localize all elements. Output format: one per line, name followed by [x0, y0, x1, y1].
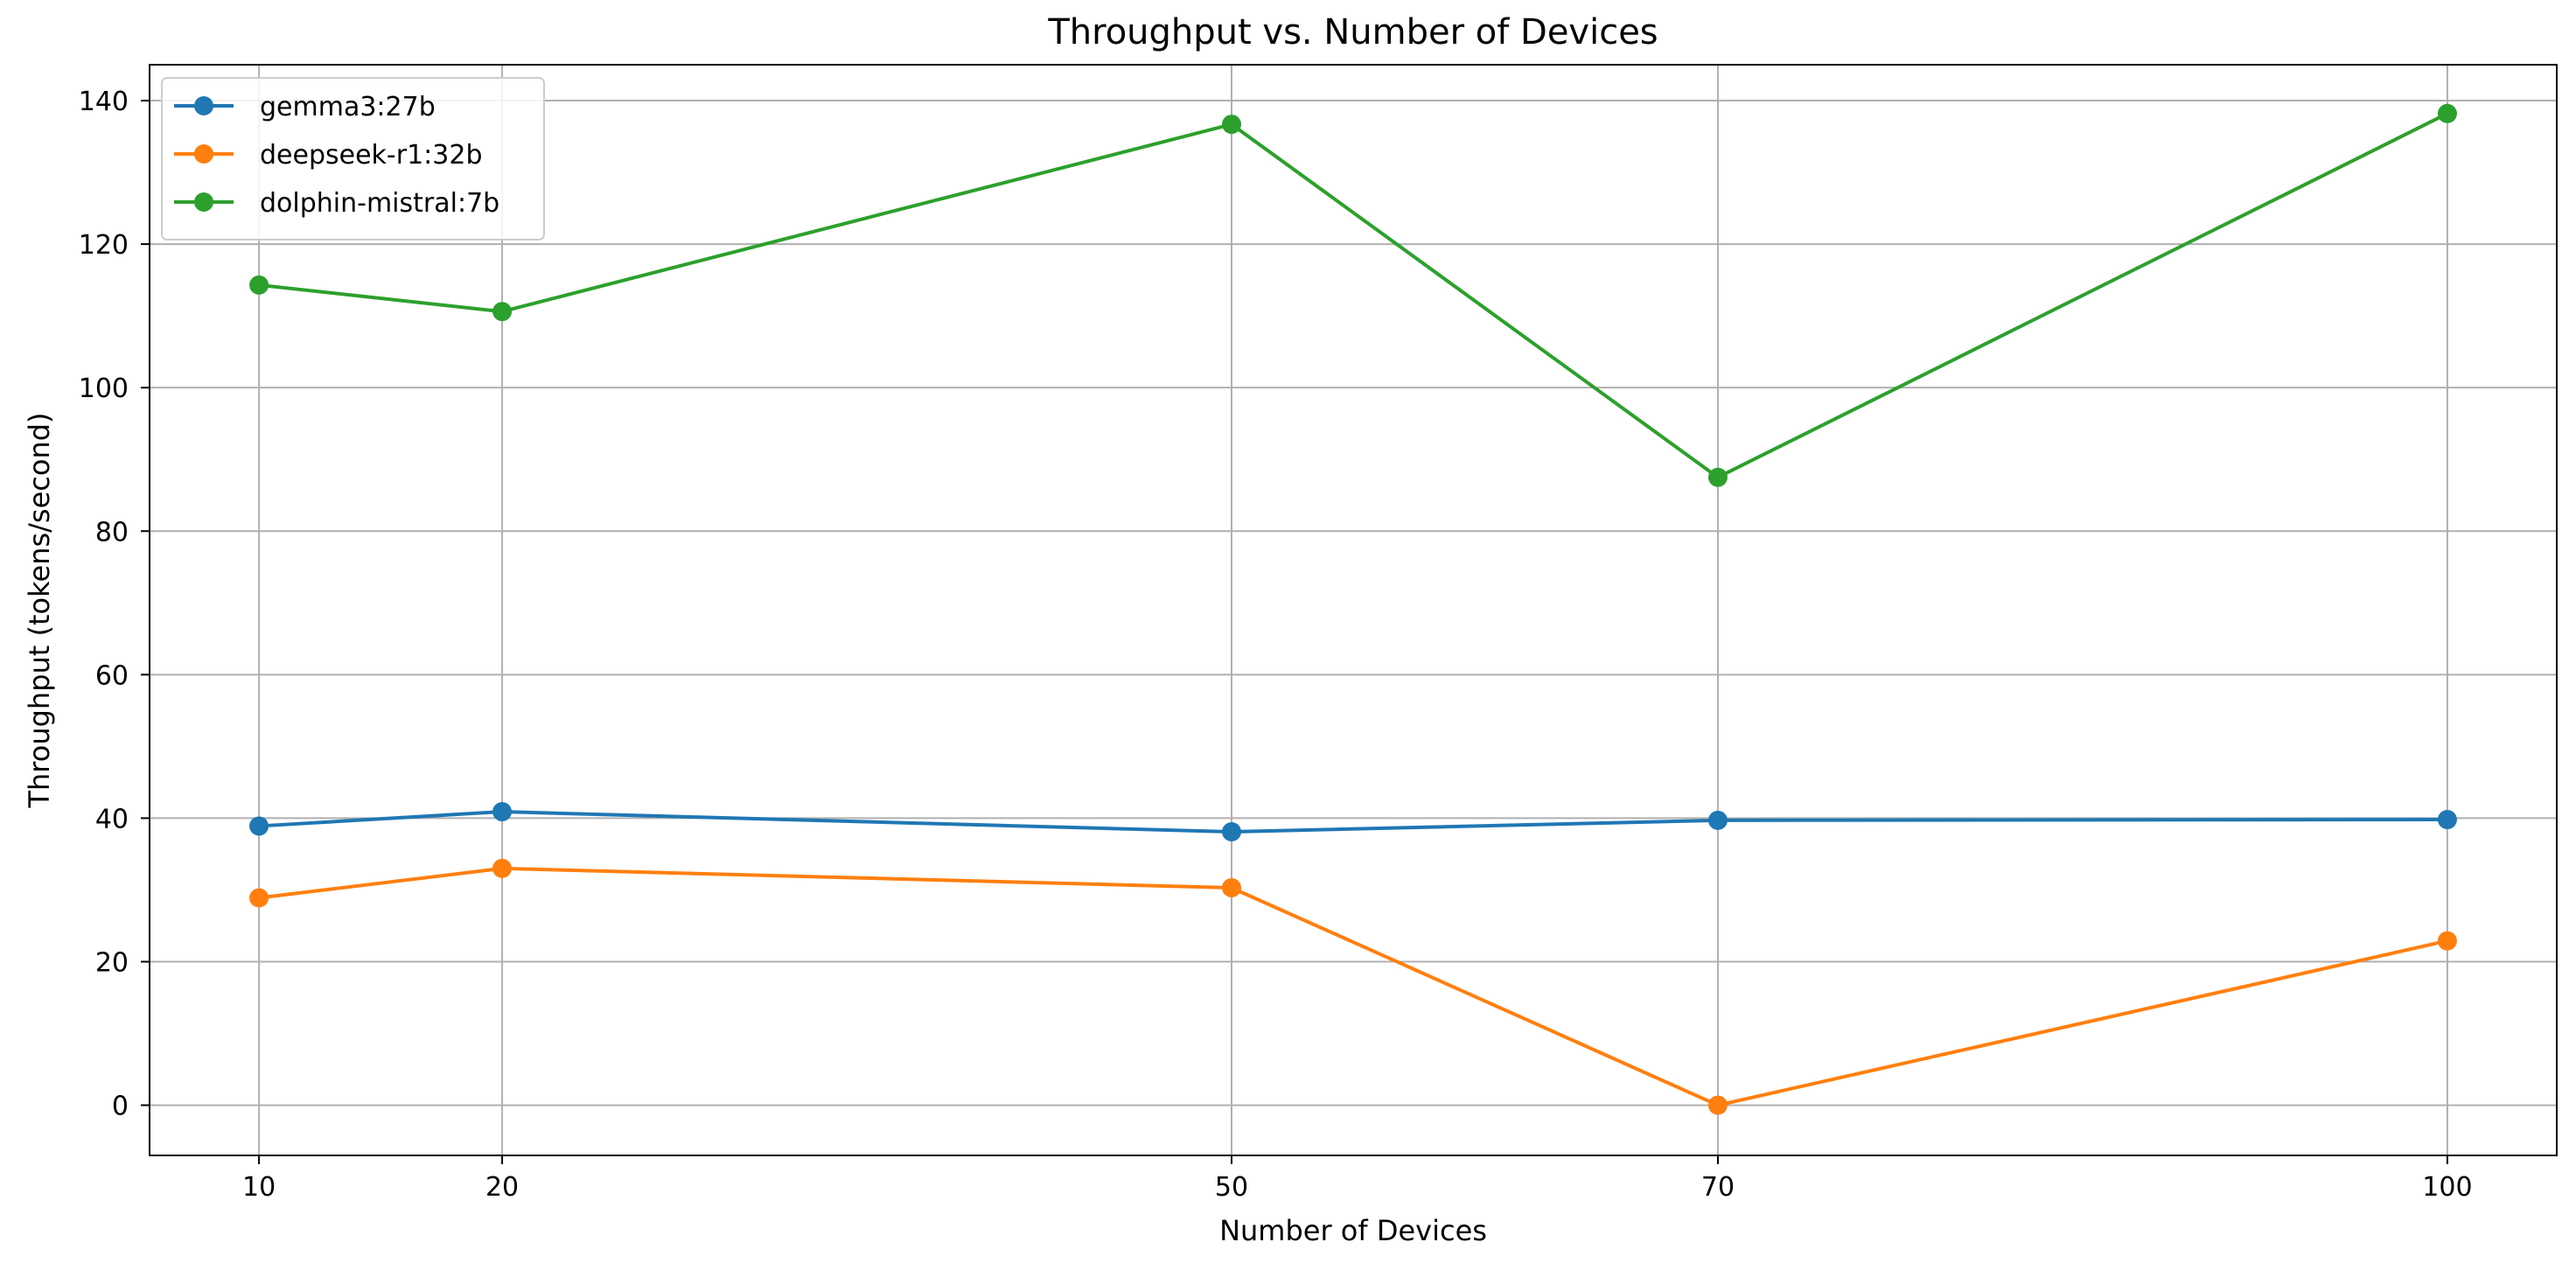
x-tick-label: 20 — [485, 1172, 519, 1203]
legend-swatch-marker — [194, 144, 213, 164]
series-gemma3-27b — [249, 802, 2457, 842]
grid-lines — [150, 65, 2557, 1155]
x-tick-label: 100 — [2422, 1172, 2472, 1203]
y-tick-label: 60 — [95, 660, 129, 691]
data-point — [492, 858, 513, 878]
y-tick-label: 80 — [95, 517, 129, 548]
y-axis-label: Throughput (tokens/second) — [23, 412, 56, 808]
data-point — [1222, 877, 1242, 897]
chart-title: Throughput vs. Number of Devices — [1047, 12, 1658, 52]
legend-item: dolphin-mistral:7b — [174, 188, 499, 219]
y-axis: 0 20 40 60 80 100 120 140 — [79, 87, 150, 1122]
data-point — [249, 888, 269, 908]
y-tick-label: 120 — [79, 230, 129, 261]
data-point — [2437, 931, 2457, 951]
data-point — [249, 816, 269, 836]
legend-box — [161, 77, 545, 241]
legend: gemma3:27b deepseek-r1:32b dolphin-mistral… — [161, 77, 545, 241]
legend-swatch-marker — [194, 96, 213, 115]
data-point — [492, 802, 513, 822]
y-tick-label: 40 — [95, 804, 129, 834]
series-dolphin-mistral-7b — [249, 103, 2457, 487]
series-deepseek-r1-32b — [249, 858, 2457, 1115]
legend-label: gemma3:27b — [260, 92, 436, 122]
series-layer — [249, 103, 2457, 1115]
x-tick-label: 10 — [242, 1172, 276, 1203]
data-point — [1222, 822, 1242, 842]
x-axis: 10 20 50 70 100 — [242, 1155, 2473, 1203]
plot-frame — [149, 64, 2558, 1156]
y-tick-label: 0 — [112, 1092, 129, 1122]
legend-item: deepseek-r1:32b — [174, 140, 483, 171]
y-tick-label: 20 — [95, 947, 129, 978]
data-point — [492, 302, 513, 322]
data-point — [1707, 467, 1728, 487]
data-point — [1707, 1095, 1728, 1115]
plot-area — [150, 65, 2557, 1155]
data-point — [2437, 103, 2457, 123]
legend-swatch-marker — [194, 192, 213, 212]
data-point — [1222, 115, 1242, 135]
x-axis-label: Number of Devices — [1219, 1214, 1487, 1247]
data-point — [2437, 810, 2457, 830]
y-tick-label: 100 — [79, 373, 129, 404]
x-tick-label: 70 — [1701, 1172, 1735, 1203]
x-tick-label: 50 — [1215, 1172, 1248, 1203]
data-point — [1707, 810, 1728, 830]
legend-item: gemma3:27b — [174, 92, 436, 122]
data-point — [249, 275, 269, 295]
legend-label: dolphin-mistral:7b — [260, 188, 499, 219]
legend-label: deepseek-r1:32b — [260, 140, 483, 171]
y-tick-label: 140 — [79, 87, 129, 117]
